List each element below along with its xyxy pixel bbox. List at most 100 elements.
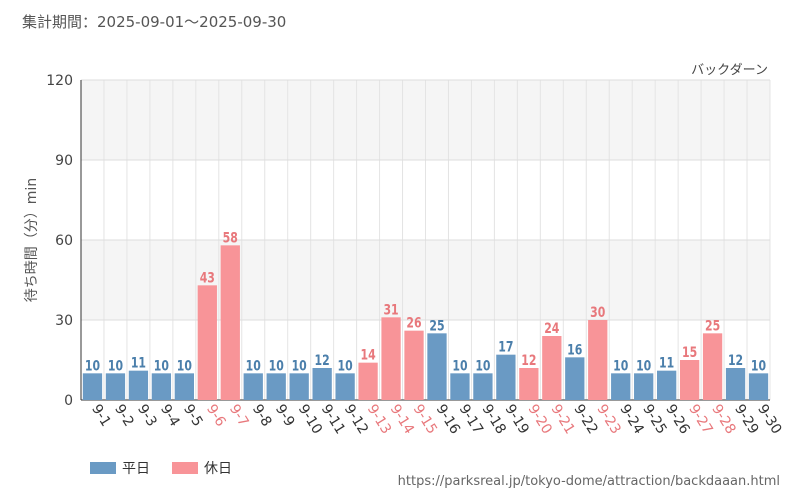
bar-value-label: 10 [338, 357, 353, 374]
bar-value-label: 25 [705, 317, 720, 334]
bar-value-label: 10 [751, 357, 766, 374]
source-url[interactable]: https://parksreal.jp/tokyo-dome/attracti… [398, 474, 780, 489]
bar [244, 373, 263, 400]
legend-item-weekday: 平日 [90, 458, 150, 478]
bar-value-label: 11 [131, 354, 146, 371]
bar [152, 373, 171, 400]
x-tick-label: 9-14 [387, 402, 417, 438]
bar [749, 373, 768, 400]
bar [106, 373, 125, 400]
bar-value-label: 10 [85, 357, 100, 374]
bar [542, 336, 561, 400]
bar-value-label: 10 [452, 357, 467, 374]
x-tick-label: 9-25 [639, 402, 669, 437]
bar-value-label: 24 [544, 320, 559, 337]
bar-value-label: 10 [613, 357, 628, 374]
y-axis-title: 待ち時間（分）min [24, 178, 40, 302]
x-tick-label: 9-27 [685, 402, 715, 437]
bar-value-label: 25 [429, 317, 444, 334]
bar [381, 317, 400, 400]
y-tick-label: 30 [55, 313, 73, 329]
x-tick-label: 9-1 [88, 402, 114, 430]
bar-value-label: 10 [108, 357, 123, 374]
x-tick-label: 9-26 [662, 402, 692, 438]
bar-value-label: 14 [360, 346, 375, 363]
bar [450, 373, 469, 400]
bar [588, 320, 607, 400]
bar [703, 333, 722, 400]
x-tick-label: 9-30 [754, 402, 784, 437]
bar [290, 373, 309, 400]
bar-value-label: 12 [315, 352, 330, 369]
bar-value-label: 43 [200, 269, 215, 286]
bar [427, 333, 446, 400]
bar-value-label: 12 [521, 352, 536, 369]
x-tick-label: 9-19 [501, 402, 531, 437]
bar [129, 371, 148, 400]
x-tick-label: 9-17 [456, 402, 486, 437]
x-tick-label: 9-11 [318, 402, 348, 437]
y-tick-label: 0 [64, 393, 73, 409]
x-tick-label: 9-29 [731, 402, 761, 437]
x-tick-label: 9-22 [570, 402, 600, 437]
y-tick-label: 120 [46, 73, 73, 89]
x-tick-label: 9-21 [547, 402, 577, 437]
bar [335, 373, 354, 400]
bar [404, 331, 423, 400]
bar-value-label: 10 [269, 357, 284, 374]
bar [726, 368, 745, 400]
bar-value-label: 31 [383, 301, 398, 318]
chart-title: バックダーン [691, 63, 768, 78]
x-tick-label: 9-9 [272, 402, 298, 430]
bar [267, 373, 286, 400]
bar-value-label: 17 [498, 338, 513, 355]
x-tick-label: 9-6 [203, 402, 229, 430]
bar-value-label: 10 [292, 357, 307, 374]
x-tick-label: 9-23 [593, 402, 623, 437]
bar [313, 368, 332, 400]
bar [175, 373, 194, 400]
x-tick-label: 9-15 [410, 402, 440, 437]
bar-value-label: 10 [154, 357, 169, 374]
legend: 平日 休日 [90, 458, 232, 478]
bar [358, 363, 377, 400]
legend-label-weekday: 平日 [122, 458, 150, 478]
x-tick-label: 9-28 [708, 402, 738, 437]
legend-item-holiday: 休日 [172, 458, 232, 478]
x-tick-label: 9-5 [180, 402, 206, 430]
x-tick-label: 9-24 [616, 402, 646, 438]
bar [473, 373, 492, 400]
bar-value-label: 10 [475, 357, 490, 374]
x-tick-label: 9-18 [479, 402, 509, 437]
bar-value-label: 10 [177, 357, 192, 374]
x-tick-label: 9-7 [226, 402, 252, 430]
bar-value-label: 58 [223, 229, 238, 246]
x-tick-label: 9-2 [111, 402, 137, 430]
bar [496, 355, 515, 400]
x-tick-label: 9-4 [157, 402, 183, 430]
bar-value-label: 15 [682, 344, 697, 361]
bar-value-label: 10 [636, 357, 651, 374]
legend-swatch-holiday [172, 462, 198, 474]
x-tick-label: 9-16 [433, 402, 463, 438]
legend-label-holiday: 休日 [204, 458, 232, 478]
bar-value-label: 30 [590, 304, 605, 321]
bar [519, 368, 538, 400]
bar [657, 371, 676, 400]
bar [634, 373, 653, 400]
bar-value-label: 26 [406, 314, 421, 331]
bar-value-label: 10 [246, 357, 261, 374]
bar [83, 373, 102, 400]
y-tick-label: 60 [55, 233, 73, 249]
x-tick-label: 9-8 [249, 402, 275, 430]
x-tick-label: 9-3 [134, 402, 160, 430]
chart: 0 30 60 90 120 待ち時間（分）min バックダーン 10 9-1 10 9-2 11 9-… [0, 0, 800, 500]
legend-swatch-weekday [90, 462, 116, 474]
y-tick-label: 90 [55, 153, 73, 169]
bar [680, 360, 699, 400]
bar [198, 285, 217, 400]
x-tick-label: 9-13 [364, 402, 394, 437]
bar-value-label: 16 [567, 341, 582, 358]
x-tick-label: 9-12 [341, 402, 371, 437]
bar-value-label: 12 [728, 352, 743, 369]
